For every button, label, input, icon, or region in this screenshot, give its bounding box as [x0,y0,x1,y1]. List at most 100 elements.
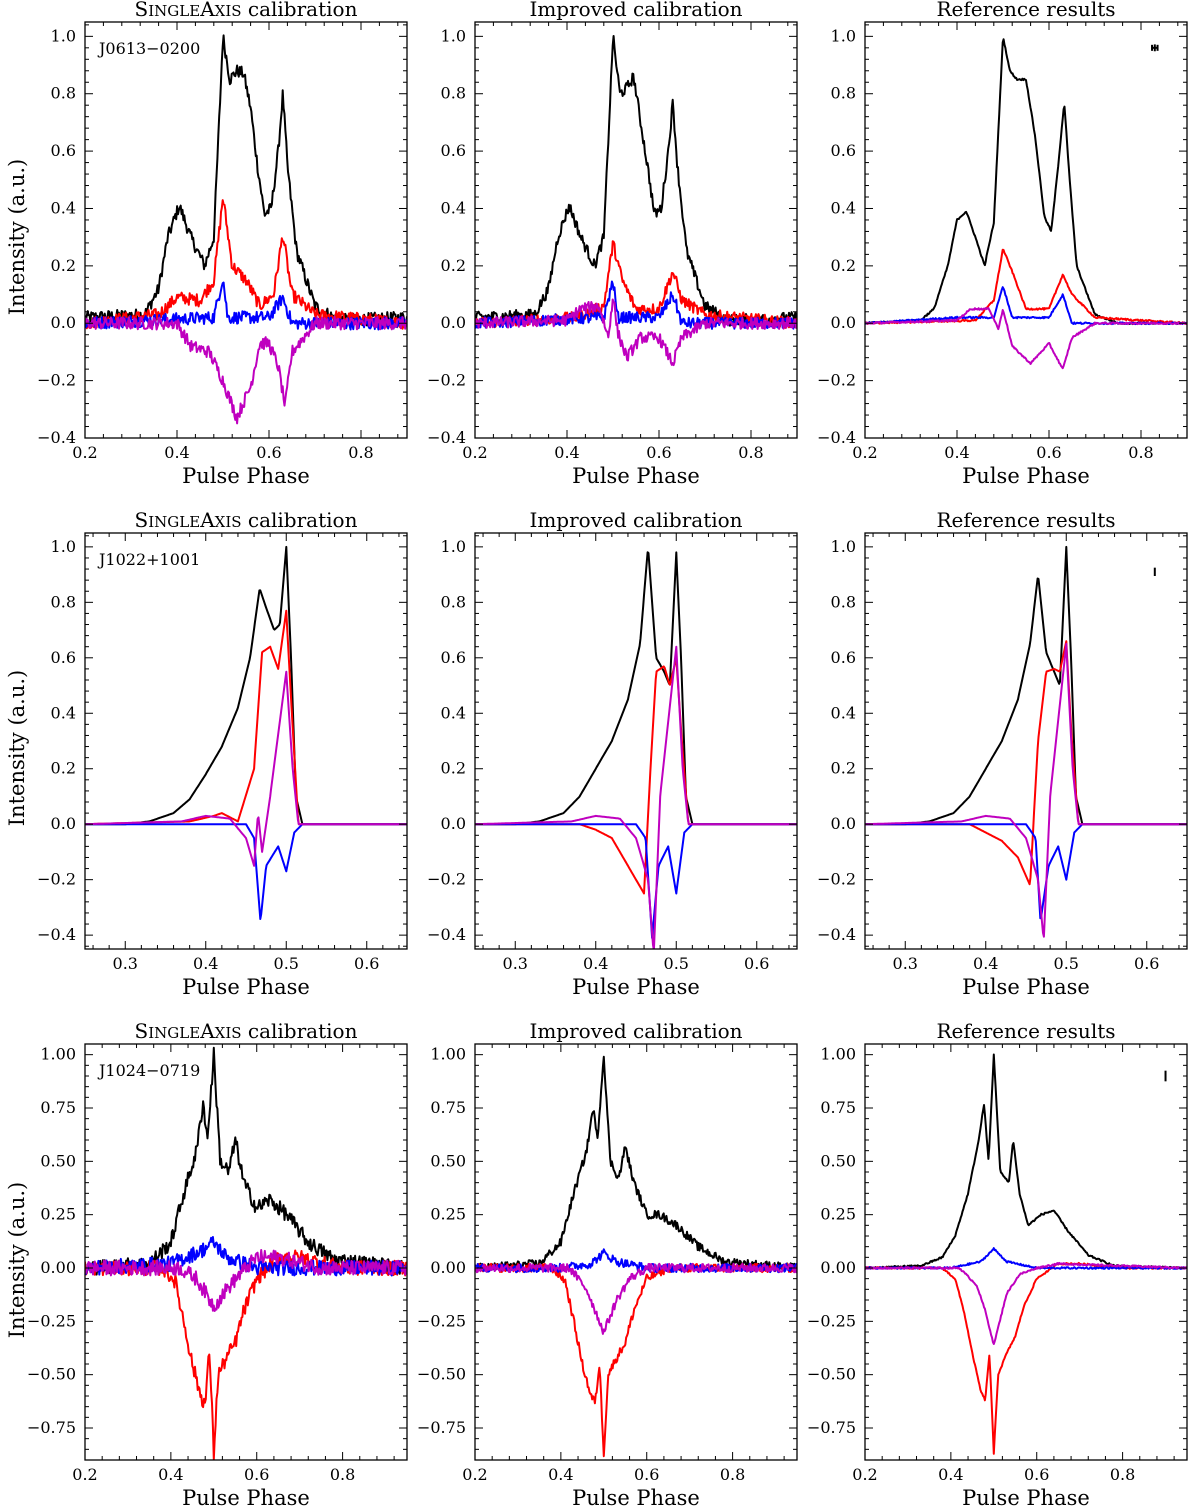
x-tick-label: 0.6 [634,1465,659,1484]
panel-title: SINGLEAXIS calibration [135,0,358,21]
y-tick-label: 0.50 [40,1151,76,1170]
series-line-4 [475,1262,797,1335]
series-group [85,34,407,425]
y-tick-label: −0.4 [427,925,466,944]
y-tick-label: 1.0 [441,537,466,556]
y-axis-title-row-3: Intensity (a.u.) [5,1182,29,1338]
y-tick-label: 0.25 [40,1205,76,1224]
x-tick-label: 0.6 [744,954,769,973]
x-tick-label: 0.4 [164,443,189,462]
panel-title-part: A [199,508,215,532]
x-tick-label: 0.6 [646,443,671,462]
series-line-4 [475,645,797,949]
series-line-2 [85,1249,407,1460]
x-tick-label: 0.6 [244,1465,269,1484]
panel-title-part: calibration [242,508,358,532]
y-tick-label: 0.4 [441,198,466,217]
panel-title-part: XIS [215,2,242,20]
y-tick-label: −0.50 [27,1365,76,1384]
axes-frame [84,1043,408,1461]
axes-frame [864,1043,1188,1461]
y-tick-label: 0.8 [51,84,76,103]
x-axis-title: Pulse Phase [572,464,700,488]
axes-frame [864,21,1188,439]
y-tick-label: 0.0 [831,814,856,833]
y-tick-label: 1.0 [831,26,856,45]
y-tick-label: 0.0 [441,313,466,332]
series-group [85,545,407,920]
panel-title: Reference results [936,0,1115,21]
y-tick-label: 0.00 [430,1258,466,1277]
x-tick-label: 0.4 [158,1465,183,1484]
y-tick-label: −0.50 [417,1365,466,1384]
y-tick-label: 0.0 [51,313,76,332]
axes-frame [84,532,408,950]
panel-1-3: 0.2 0.4 0.6 0.8 −0.4 −0.2 0.0 0.2 0.4 0.6 0.8 1.0 Pu… [817,0,1188,488]
y-tick-label: 0.6 [51,141,76,160]
y-tick-label: −0.75 [27,1418,76,1437]
x-axis-title: Pulse Phase [962,1486,1090,1506]
x-tick-label: 0.2 [852,1465,877,1484]
x-tick-label: 0.4 [583,954,608,973]
x-tick-label: 0.4 [944,443,969,462]
x-tick-label: 0.5 [664,954,689,973]
axes-frame [474,1043,798,1461]
series-group [865,545,1187,938]
y-tick-label: 0.6 [51,648,76,667]
panel-title: SINGLEAXIS calibration [135,1019,358,1043]
panel-title-part: S [135,0,149,21]
panel-2-3: 0.3 0.4 0.5 0.6 −0.4 −0.2 0.0 0.2 0.4 0.6 0.8 1.0 Pu… [817,508,1188,999]
axes-frame [864,532,1188,950]
y-axis-labels-group: Intensity (a.u.) Intensity (a.u.) Intens… [5,159,29,1338]
x-axis-title: Pulse Phase [572,975,700,999]
x-tick-label: 0.4 [938,1465,963,1484]
panel-title-part: A [199,1019,215,1043]
series-group [865,38,1187,370]
x-tick-label: 0.8 [330,1465,355,1484]
series-line-4 [85,315,407,425]
y-tick-label: −0.50 [807,1365,856,1384]
panel-title: Improved calibration [529,508,742,532]
panel-2-2: 0.3 0.4 0.5 0.6 −0.4 −0.2 0.0 0.2 0.4 0.6 0.8 1.0 Pu… [427,508,798,999]
x-axis-title: Pulse Phase [182,1486,310,1506]
panel-title-part: S [135,508,149,532]
x-tick-label: 0.2 [72,1465,97,1484]
x-tick-label: 0.6 [1024,1465,1049,1484]
y-tick-label: −0.2 [817,870,856,889]
y-tick-label: 0.2 [831,256,856,275]
y-tick-label: 0.6 [441,141,466,160]
x-axis-title: Pulse Phase [572,1486,700,1506]
pulsar-name-label: J1024−0719 [97,1061,200,1080]
series-line-1 [475,1055,797,1273]
panel-1-2: 0.2 0.4 0.6 0.8 −0.4 −0.2 0.0 0.2 0.4 0.6 0.8 1.0 Pu… [427,0,798,488]
series-line-1 [475,551,797,826]
y-tick-label: −0.2 [37,870,76,889]
y-tick-label: −0.4 [817,925,856,944]
x-tick-label: 0.4 [973,954,998,973]
panel-title-part: XIS [215,1024,242,1042]
y-tick-label: 0.2 [441,256,466,275]
x-tick-label: 0.5 [1054,954,1079,973]
y-tick-label: 1.00 [40,1045,76,1064]
y-axis-title-row-1: Intensity (a.u.) [5,159,29,315]
y-tick-label: 0.25 [430,1205,466,1224]
panel-title-part: calibration [242,1019,358,1043]
y-tick-label: 0.75 [430,1098,466,1117]
series-line-4 [865,642,1187,938]
series-line-1 [865,38,1187,326]
panel-title-part: calibration [242,0,358,21]
x-tick-label: 0.6 [256,443,281,462]
x-tick-label: 0.6 [354,954,379,973]
panel-title-part: INGLE [148,2,200,20]
panel-title-part: A [199,0,215,21]
y-tick-label: 0.4 [441,703,466,722]
panel-title-part: XIS [215,513,242,531]
y-tick-label: 1.00 [430,1045,466,1064]
x-axis-title: Pulse Phase [962,975,1090,999]
y-tick-label: 0.2 [831,759,856,778]
y-tick-label: 0.75 [820,1098,856,1117]
y-tick-label: −0.2 [37,371,76,390]
y-tick-label: 0.0 [831,313,856,332]
panel-3-2: 0.2 0.4 0.6 0.8 −0.75 −0.50 −0.25 0.00 0.25 0.50 0… [417,1019,798,1506]
y-tick-label: 0.2 [51,759,76,778]
